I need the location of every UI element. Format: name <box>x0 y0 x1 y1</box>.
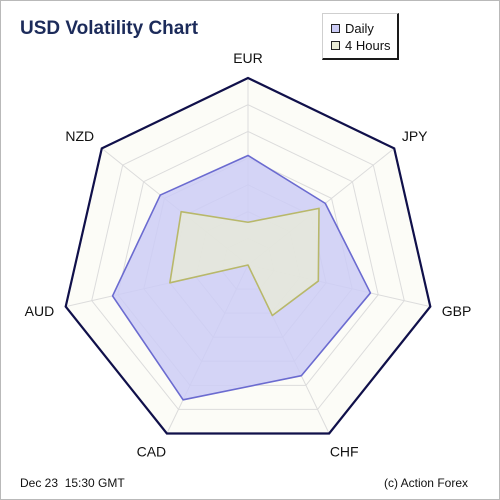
legend: Daily 4 Hours <box>322 13 399 60</box>
axis-label-aud: AUD <box>25 303 55 319</box>
radar-series <box>111 154 372 401</box>
footer-credit: (c) Action Forex <box>383 476 468 490</box>
axis-label-gbp: GBP <box>442 303 472 319</box>
legend-swatch-4-hours <box>331 40 340 50</box>
legend-label-4-hours: 4 Hours <box>345 37 391 53</box>
axis-label-jpy: JPY <box>402 128 428 144</box>
legend-label-daily: Daily <box>345 20 374 36</box>
radar-outer-polygon <box>64 76 432 435</box>
axis-label-nzd: NZD <box>65 128 94 144</box>
axis-label-chf: CHF <box>330 444 359 460</box>
axis-labels: EUR JPY GBP CHF CAD AUD NZD <box>25 50 472 460</box>
grid-ring <box>91 104 405 410</box>
axis-label-cad: CAD <box>137 444 167 460</box>
axis-label-eur: EUR <box>233 50 263 66</box>
legend-item-4-hours: 4 Hours <box>331 37 391 53</box>
series-area-4-hours <box>169 207 320 317</box>
radar-outer-border <box>64 76 432 435</box>
chart-title: USD Volatility Chart <box>20 18 199 39</box>
legend-swatch-daily <box>331 23 340 33</box>
legend-item-daily: Daily <box>331 20 374 36</box>
footer-timestamp: Dec 23 15:30 GMT <box>20 476 125 490</box>
